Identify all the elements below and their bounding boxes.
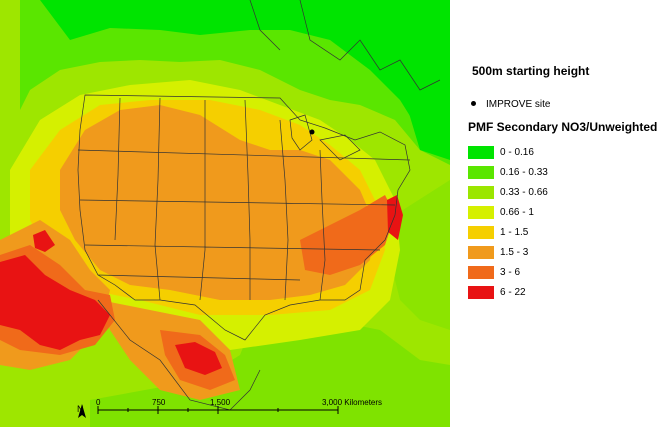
legend-swatch [468, 146, 494, 159]
legend-label: 0 - 0.16 [500, 147, 534, 158]
legend-swatch [468, 226, 494, 239]
legend-label: 6 - 22 [500, 287, 526, 298]
legend-swatch [468, 266, 494, 279]
improve-site-marker [309, 129, 315, 135]
legend-item: 0 - 0.16 [468, 146, 534, 161]
state-lines [77, 97, 411, 301]
legend-item: 1.5 - 3 [468, 246, 528, 261]
zone-darkorange-east [300, 195, 395, 275]
legend-label: 0.16 - 0.33 [500, 167, 548, 178]
legend-label: 1.5 - 3 [500, 247, 529, 258]
zone-red-eastcoast [387, 195, 403, 240]
canada-coast [249, 0, 441, 91]
north-arrow-icon [78, 404, 86, 418]
legend-swatch [468, 166, 494, 179]
legend-panel: 500m starting height IMPROVE site PMF Se… [462, 0, 667, 427]
legend-site-label: IMPROVE site [486, 99, 551, 110]
legend-item: 0.66 - 1 [468, 206, 534, 221]
scale-label-3000: 3,000 Kilometers [322, 398, 382, 407]
scale-bar: 0 750 1,500 3,000 Kilometers [72, 396, 452, 424]
legend-swatch [468, 286, 494, 299]
north-arrow: N [77, 404, 86, 418]
zone-red-mexico [175, 342, 222, 375]
legend-subtitle: 500m starting height [472, 64, 590, 78]
legend-swatch [468, 186, 494, 199]
legend-item: 1 - 1.5 [468, 226, 528, 241]
legend-item: 3 - 6 [468, 266, 520, 281]
legend-swatch [468, 246, 494, 259]
legend-item: 0.16 - 0.33 [468, 166, 548, 181]
scale-label-750: 750 [152, 398, 166, 407]
mexico-border [97, 299, 261, 411]
legend-title: PMF Secondary NO3/Unweighted [468, 120, 658, 134]
legend-label: 0.33 - 0.66 [500, 187, 548, 198]
legend-label: 0.66 - 1 [500, 207, 534, 218]
zone-red-nevada [33, 230, 55, 252]
legend-swatch [468, 206, 494, 219]
zone-atlantic-green [390, 180, 450, 330]
zone-far-northeast [390, 30, 450, 160]
great-lakes [289, 114, 361, 161]
scale-bar-graphic: 0 750 1,500 3,000 Kilometers [96, 398, 382, 414]
site-dot-icon [471, 101, 476, 107]
legend-site-entry: IMPROVE site [467, 99, 550, 110]
legend-item: 0.33 - 0.66 [468, 186, 548, 201]
legend-item: 6 - 22 [468, 286, 526, 301]
north-label: N [77, 404, 84, 414]
legend-label: 3 - 6 [500, 267, 521, 278]
zone-gulf-green [90, 320, 450, 427]
zone-north-brightgreen [40, 0, 450, 150]
legend-label: 1 - 1.5 [500, 227, 529, 238]
scale-label-0: 0 [96, 398, 101, 407]
boundaries [77, 0, 441, 411]
scale-label-1500: 1,500 [210, 398, 231, 407]
concentration-map: N [0, 0, 450, 427]
zone-red-southwest [0, 255, 110, 350]
